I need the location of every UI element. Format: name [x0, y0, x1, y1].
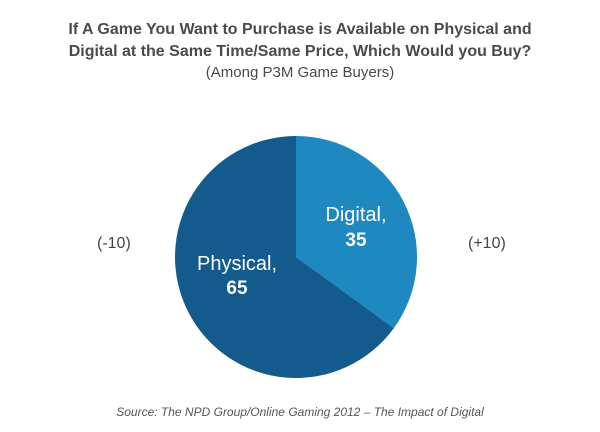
chart-subtitle: (Among P3M Game Buyers)	[205, 64, 395, 81]
slice-label-physical: Physical,	[197, 253, 277, 275]
chart-title-line-2: Digital at the Same Time/Same Price, Whi…	[68, 43, 532, 60]
physical-change-note: (-10)	[97, 235, 131, 252]
digital-change-note: (+10)	[468, 235, 506, 252]
slice-value-physical: 65	[226, 278, 248, 299]
pie-slice-digital	[296, 136, 417, 329]
chart-title-line-1: If A Game You Want to Purchase is Availa…	[68, 21, 532, 38]
pie-slice-physical	[174, 136, 394, 378]
slice-label-digital: Digital,	[325, 204, 386, 226]
source-note: Source: The NPD Group/Online Gaming 2012…	[116, 405, 484, 419]
slice-value-digital: 35	[345, 230, 367, 251]
